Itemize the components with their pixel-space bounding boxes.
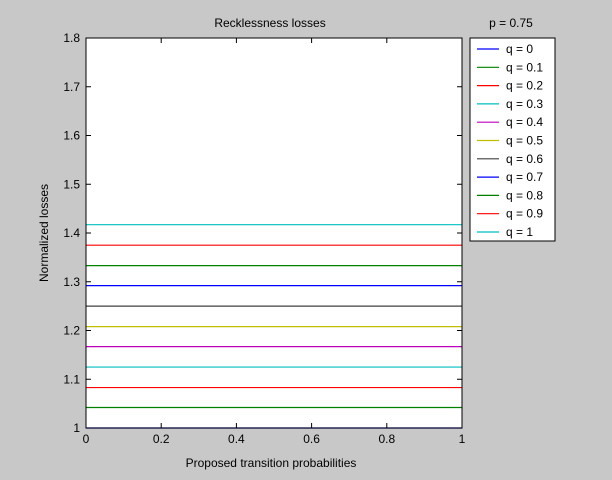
parameter-annotation: p = 0.75 [489, 16, 533, 30]
x-tick-label: 0.2 [153, 432, 170, 446]
x-tick-label: 0.8 [378, 432, 395, 446]
legend-label-10: q = 1 [506, 225, 533, 239]
plot-area [86, 38, 462, 428]
x-tick-label: 0.4 [228, 432, 245, 446]
x-tick-label: 0.6 [303, 432, 320, 446]
series-layer [86, 224, 462, 429]
x-axis-ticks: 0 0.2 0.4 0.6 0.8 1 [83, 38, 466, 446]
y-tick-label: 1.6 [63, 129, 80, 143]
chart-title: Recklessness losses [214, 16, 325, 30]
legend-label-0: q = 0 [506, 42, 533, 56]
legend-label-8: q = 0.8 [506, 188, 543, 202]
y-tick-label: 1.2 [63, 324, 80, 338]
y-axis-ticks: 1 1.1 1.2 1.3 1.4 1.5 1.6 1.7 1.8 [63, 31, 462, 435]
x-tick-label: 1 [459, 432, 466, 446]
legend-label-4: q = 0.4 [506, 115, 543, 129]
y-tick-label: 1 [73, 421, 80, 435]
legend-label-9: q = 0.9 [506, 207, 543, 221]
legend-box [469, 37, 556, 242]
legend-label-1: q = 0.1 [506, 60, 543, 74]
x-axis-label: Proposed transition probabilities [186, 456, 357, 470]
x-tick-label: 0 [83, 432, 90, 446]
legend-label-5: q = 0.5 [506, 134, 543, 148]
legend-label-3: q = 0.3 [506, 97, 543, 111]
legend-label-6: q = 0.6 [506, 152, 543, 166]
y-tick-label: 1.5 [63, 177, 80, 191]
legend: q = 0 q = 0.1 q = 0.2 q = 0.3 q = 0.4 q = 0.5… [477, 42, 543, 239]
y-tick-label: 1.8 [63, 31, 80, 45]
y-tick-label: 1.4 [63, 226, 80, 240]
legend-label-2: q = 0.2 [506, 79, 543, 93]
y-axis-label: Normalized losses [37, 184, 51, 282]
y-tick-label: 1.3 [63, 275, 80, 289]
y-tick-label: 1.1 [63, 372, 80, 386]
legend-label-7: q = 0.7 [506, 170, 543, 184]
y-tick-label: 1.7 [63, 80, 80, 94]
